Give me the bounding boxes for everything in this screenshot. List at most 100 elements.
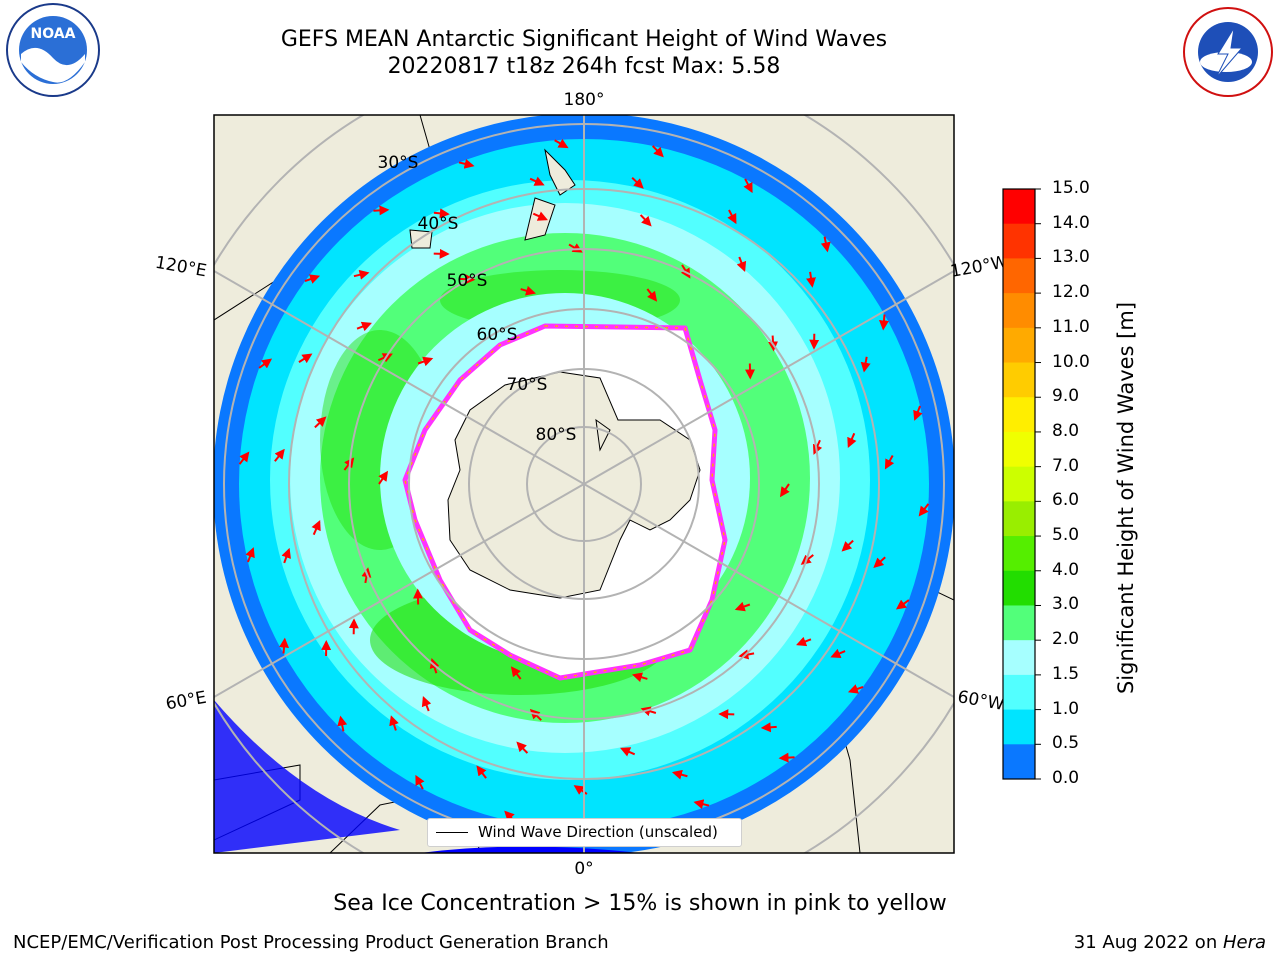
wave-direction-arrow bbox=[238, 451, 250, 465]
colorbar-tick-label: 14.0 bbox=[1052, 212, 1090, 233]
wave-direction-arrow bbox=[796, 636, 812, 647]
wave-direction-arrow bbox=[884, 455, 895, 470]
colorbar bbox=[1003, 188, 1041, 780]
wave-direction-arrow bbox=[878, 314, 889, 331]
colorbar-segment bbox=[1003, 397, 1035, 433]
wave-direction-arrow bbox=[274, 448, 285, 462]
wave-direction-arrow bbox=[895, 599, 910, 610]
wave-direction-arrow bbox=[520, 285, 537, 296]
wave-direction-arrow bbox=[806, 271, 816, 288]
wave-direction-arrow bbox=[743, 178, 753, 194]
nws-logo bbox=[1183, 7, 1273, 97]
lon-label-0: 0° bbox=[574, 859, 593, 879]
colorbar-tick-label: 2.0 bbox=[1052, 629, 1080, 650]
wave-direction-arrow bbox=[529, 708, 542, 721]
wave-direction-arrow bbox=[258, 358, 273, 369]
colorbar-tick-label: 0.0 bbox=[1052, 768, 1080, 788]
wave-direction-arrow bbox=[373, 205, 390, 216]
wave-direction-arrow bbox=[873, 556, 886, 568]
wave-direction-arrow bbox=[640, 706, 657, 717]
colorbar-tick-label: 0.5 bbox=[1052, 733, 1080, 754]
wave-direction-arrow bbox=[768, 335, 779, 352]
colorbar-segment bbox=[1003, 223, 1035, 259]
wave-direction-arrow bbox=[918, 503, 930, 517]
wave-direction-arrow bbox=[433, 208, 450, 219]
wave-direction-arrow bbox=[760, 722, 777, 733]
wave-direction-arrow bbox=[429, 657, 440, 674]
wave-direction-arrow bbox=[860, 356, 871, 373]
wave-direction-arrow bbox=[651, 145, 664, 158]
colorbar-tick-label: 7.0 bbox=[1052, 455, 1080, 476]
wind-wave-arrows bbox=[238, 138, 930, 830]
colorbar-segment bbox=[1003, 362, 1035, 398]
footer-date: 31 Aug 2022 on Hera bbox=[1074, 932, 1266, 953]
colorbar-tick-label: 1.0 bbox=[1052, 698, 1080, 719]
footer-credit: NCEP/EMC/Verification Post Processing Pr… bbox=[13, 932, 609, 953]
colorbar-tick-label: 10.0 bbox=[1052, 351, 1090, 372]
noaa-text: NOAA bbox=[31, 26, 76, 42]
wave-direction-arrow bbox=[281, 547, 291, 564]
wave-direction-arrow bbox=[516, 741, 529, 754]
footer-date-text: 31 Aug 2022 on bbox=[1073, 932, 1223, 953]
lat-label-40s: 40°S bbox=[418, 214, 459, 234]
wave-direction-arrow bbox=[510, 666, 522, 680]
colorbar-segment bbox=[1003, 536, 1035, 572]
colorbar-tick-label: 13.0 bbox=[1052, 247, 1090, 268]
meridian-60e-120w bbox=[214, 270, 954, 698]
colorbar-segment bbox=[1003, 570, 1035, 606]
colorbar-tick-label: 6.0 bbox=[1052, 490, 1080, 511]
legend-label: Wind Wave Direction (unscaled) bbox=[478, 823, 718, 841]
wave-direction-arrow bbox=[337, 715, 348, 732]
colorbar-frame bbox=[1002, 188, 1036, 780]
colorbar-segment bbox=[1003, 709, 1035, 745]
colorbar-tick-label: 5.0 bbox=[1052, 525, 1080, 546]
colorbar-segment bbox=[1003, 674, 1035, 711]
wave-direction-arrow bbox=[343, 457, 355, 471]
wave-direction-arrow bbox=[245, 547, 255, 563]
wave-direction-arrow bbox=[377, 353, 393, 363]
colorbar-label: Significant Height of Wind Waves [m] bbox=[1114, 301, 1138, 695]
wave-direction-arrow bbox=[646, 288, 658, 302]
wave-direction-arrow bbox=[361, 567, 372, 584]
wave-direction-arrow bbox=[800, 554, 814, 565]
wave-direction-arrow bbox=[298, 353, 313, 364]
wave-direction-arrow bbox=[631, 672, 648, 683]
colorbar-segment bbox=[1003, 640, 1035, 676]
wave-direction-arrow bbox=[314, 416, 327, 429]
lat-label-50s: 50°S bbox=[447, 271, 488, 291]
wave-direction-arrow bbox=[913, 405, 923, 421]
lat-label-80s: 80°S bbox=[536, 425, 577, 445]
wave-direction-arrow bbox=[847, 432, 857, 448]
wave-direction-arrow bbox=[620, 747, 636, 757]
wave-direction-arrow bbox=[389, 715, 399, 731]
wave-direction-arrow bbox=[778, 752, 795, 763]
wave-direction-arrow bbox=[727, 209, 737, 225]
wave-direction-arrow bbox=[568, 243, 583, 253]
wave-direction-arrow bbox=[356, 321, 372, 332]
wave-direction-arrow bbox=[736, 256, 747, 272]
wave-direction-arrow bbox=[311, 520, 321, 536]
lon-label-180: 180° bbox=[564, 90, 605, 110]
colorbar-tick-label: 9.0 bbox=[1052, 386, 1080, 407]
wave-direction-arrow bbox=[631, 177, 644, 189]
wave-direction-arrow bbox=[820, 236, 831, 253]
wave-direction-arrow bbox=[458, 158, 475, 169]
colorbar-segment bbox=[1003, 327, 1035, 364]
antarctic-peninsula bbox=[595, 418, 611, 452]
wave-direction-arrow bbox=[738, 649, 755, 660]
lat-label-30s: 30°S bbox=[378, 153, 419, 173]
colorbar-tick-label: 1.5 bbox=[1052, 663, 1080, 684]
map-frame bbox=[213, 114, 955, 854]
wave-direction-arrow bbox=[532, 211, 548, 221]
wave-direction-arrow bbox=[529, 176, 545, 186]
lon-label-60w: 60°W bbox=[956, 687, 1006, 715]
wave-direction-arrow bbox=[554, 138, 569, 149]
colorbar-segment bbox=[1003, 258, 1035, 294]
wave-direction-arrow bbox=[734, 601, 751, 612]
wave-direction-arrow bbox=[476, 765, 487, 779]
wave-direction-arrow bbox=[279, 637, 290, 654]
wave-direction-arrow bbox=[353, 269, 370, 280]
wave-direction-arrow bbox=[417, 356, 434, 367]
wave-direction-arrow bbox=[841, 539, 854, 552]
